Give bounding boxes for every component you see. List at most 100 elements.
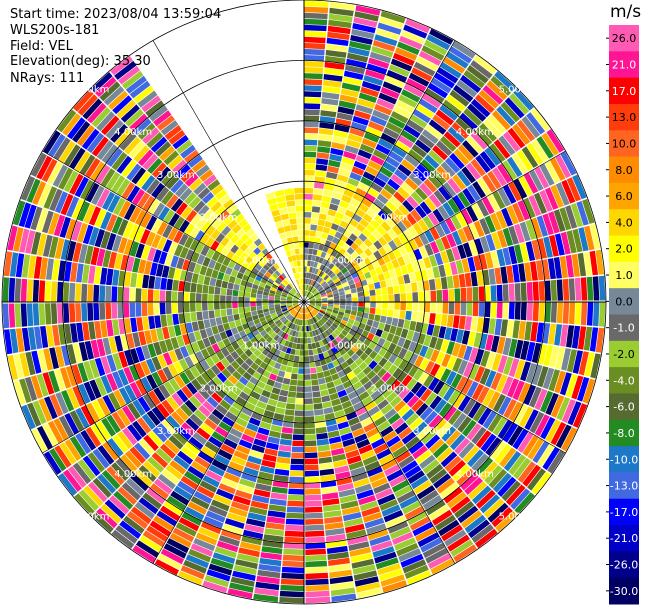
velocity-cell xyxy=(240,352,249,362)
azimuth-spoke xyxy=(42,150,305,303)
velocity-cell xyxy=(538,302,545,322)
velocity-cell xyxy=(275,308,282,313)
velocity-cell xyxy=(373,177,387,188)
velocity-cell xyxy=(333,295,340,300)
velocity-cell xyxy=(304,181,314,188)
velocity-cell xyxy=(390,58,413,72)
velocity-cell xyxy=(432,442,449,459)
velocity-cell xyxy=(358,203,369,213)
velocity-cell xyxy=(262,295,269,299)
velocity-cell xyxy=(549,346,560,368)
velocity-cell xyxy=(294,266,299,273)
velocity-cell xyxy=(275,292,282,296)
velocity-cell xyxy=(307,278,310,285)
velocity-cell xyxy=(288,243,295,250)
velocity-cell xyxy=(363,338,372,347)
velocity-cell xyxy=(428,414,443,429)
velocity-cell xyxy=(377,368,387,379)
velocity-cell xyxy=(274,304,281,308)
velocity-cell xyxy=(350,121,367,132)
velocity-cell xyxy=(220,529,242,541)
velocity-cell xyxy=(296,313,300,319)
velocity-cell xyxy=(225,266,233,276)
velocity-cell xyxy=(412,331,421,343)
velocity-cell xyxy=(330,197,341,206)
velocity-cell xyxy=(90,161,106,182)
velocity-cell xyxy=(361,396,373,406)
velocity-cell xyxy=(368,244,378,254)
velocity-cell xyxy=(430,77,452,94)
velocity-cell xyxy=(88,226,100,246)
velocity-cell xyxy=(440,235,451,250)
velocity-cell xyxy=(451,246,461,261)
velocity-cell xyxy=(321,303,328,306)
velocity-cell xyxy=(450,373,463,389)
velocity-cell xyxy=(517,461,536,483)
velocity-cell xyxy=(278,274,285,281)
velocity-cell xyxy=(331,312,338,317)
velocity-cell xyxy=(226,344,235,354)
velocity-cell xyxy=(311,379,319,386)
velocity-cell xyxy=(184,506,205,521)
velocity-cell xyxy=(316,225,324,232)
velocity-cell xyxy=(113,389,127,408)
velocity-cell xyxy=(324,375,333,383)
velocity-cell xyxy=(415,450,432,465)
velocity-cell xyxy=(304,326,307,332)
velocity-cell xyxy=(209,277,217,287)
velocity-cell xyxy=(473,332,482,348)
velocity-cell xyxy=(408,353,419,365)
velocity-cell xyxy=(163,543,187,559)
velocity-cell xyxy=(74,176,89,198)
velocity-cell xyxy=(329,442,343,450)
velocity-cell xyxy=(289,218,297,225)
velocity-cell xyxy=(405,18,430,34)
velocity-cell xyxy=(325,215,335,223)
velocity-cell xyxy=(155,448,172,464)
velocity-cell xyxy=(264,271,272,278)
velocity-cell xyxy=(373,250,382,260)
velocity-cell xyxy=(284,372,292,379)
velocity-cell xyxy=(414,139,431,154)
colorbar-tick-label: -13.0 xyxy=(610,480,638,493)
velocity-cell xyxy=(329,7,354,17)
velocity-cell xyxy=(461,378,474,395)
velocity-cell xyxy=(422,215,434,229)
velocity-cell xyxy=(453,392,466,409)
velocity-cell xyxy=(308,349,314,356)
velocity-cell xyxy=(445,217,457,233)
velocity-cell xyxy=(278,314,285,319)
velocity-cell xyxy=(289,261,295,268)
velocity-cell xyxy=(276,401,287,409)
velocity-cell xyxy=(406,292,413,302)
velocity-cell xyxy=(548,323,557,345)
velocity-cell xyxy=(249,272,257,279)
velocity-cell xyxy=(401,431,417,445)
velocity-cell xyxy=(256,305,263,311)
velocity-cell xyxy=(100,211,112,230)
velocity-cell xyxy=(539,163,555,186)
velocity-cell xyxy=(137,396,151,413)
velocity-cell xyxy=(314,282,319,289)
velocity-cell xyxy=(387,413,401,425)
velocity-cell xyxy=(524,321,532,341)
velocity-cell xyxy=(189,366,201,378)
velocity-cell xyxy=(374,314,381,322)
velocity-cell xyxy=(321,395,331,403)
velocity-cell xyxy=(315,297,322,300)
velocity-cell xyxy=(396,220,407,233)
velocity-cell xyxy=(201,446,217,459)
velocity-cell xyxy=(135,302,142,317)
velocity-cell xyxy=(341,267,348,275)
velocity-cell xyxy=(555,424,572,449)
velocity-cell xyxy=(165,175,180,190)
velocity-cell xyxy=(329,575,354,585)
velocity-cell xyxy=(560,231,571,255)
velocity-cell xyxy=(274,279,281,285)
velocity-cell xyxy=(258,471,274,480)
velocity-cell xyxy=(478,89,499,109)
velocity-cell xyxy=(497,476,517,497)
velocity-cell xyxy=(355,104,373,115)
